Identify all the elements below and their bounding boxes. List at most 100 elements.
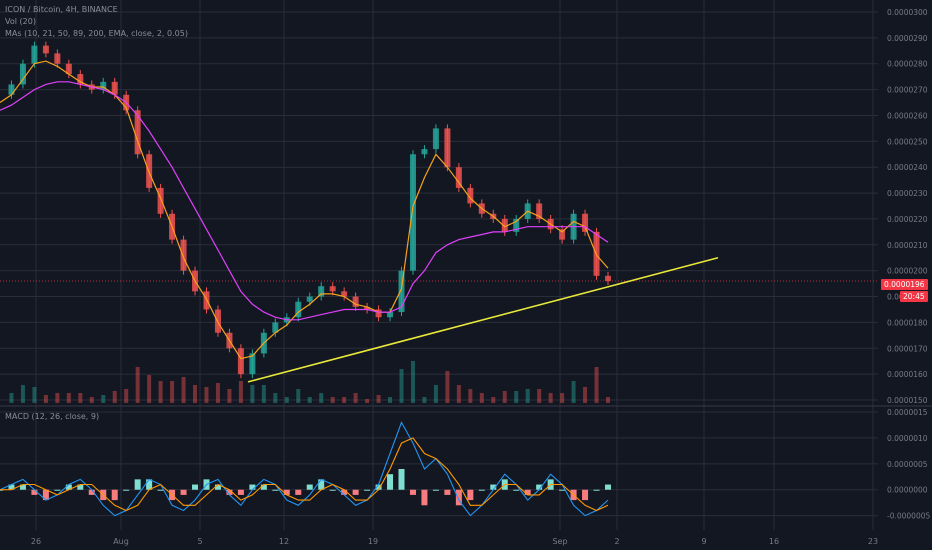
volume-bar [273,393,278,403]
volume-bar [342,397,347,403]
time-axis[interactable]: 26 Aug 5 12 19 Sep 2 9 16 23 [31,537,878,546]
volume-bar [456,385,461,403]
volume-bar [193,385,198,403]
price-tick-label: 0.0000160 [887,370,928,379]
price-tick-label: 0.0000150 [887,396,928,405]
time-tick-label: Aug [113,537,129,546]
volume-bar [571,381,576,403]
histogram-bar [593,489,600,491]
volume-bar [147,375,152,403]
histogram-bar [352,489,359,495]
histogram-bar [306,484,313,490]
volume-bar [89,397,94,403]
signal-line [0,437,609,512]
histogram-bar [42,489,49,501]
volume-bar [158,381,163,403]
price-tick-label: 0.0000200 [887,267,928,276]
histogram-bar [364,489,371,491]
signal-path [0,437,609,512]
symbol-title[interactable]: ICON / Bitcoin, 4H, BINANCE [5,5,118,14]
price-tick-label: 0.0000290 [887,34,928,43]
time-tick-label: 9 [701,537,706,546]
volume-bar [78,393,83,403]
histogram-bar [260,484,267,490]
volume-bar [170,381,175,403]
time-tick-label: 16 [769,537,779,546]
volume-bar [399,369,404,403]
trendline[interactable] [247,256,719,383]
last-price-badge: 0.0000196 [881,279,928,290]
histogram-bar [387,474,394,490]
price-series [8,41,611,379]
histogram-bar [490,484,497,490]
histogram-bar [409,489,416,495]
histogram-bar [249,484,256,490]
macd-tick-label: 0.0000015 [887,408,928,417]
histogram-bar [157,489,164,491]
histogram-bar [214,484,221,490]
macd-tick-label: 0.0000005 [887,460,928,469]
histogram-bar [467,489,474,501]
volume-bar [215,383,220,403]
histogram-bar [559,489,566,491]
volume-bar [388,397,393,403]
macd-line [0,421,609,517]
price-tick-label: 0.0000280 [887,60,928,69]
histogram-bar [54,489,61,491]
volume-legend[interactable]: Vol (20) [5,17,36,26]
volume-bar [296,389,301,403]
histogram-bar [398,469,405,490]
trendline-path [247,256,719,383]
histogram-bar [77,484,84,490]
volume-bar [135,367,140,403]
price-tick-label: 0.0000180 [887,318,928,327]
price-tick-label: 0.0000210 [887,241,928,250]
volume-bar [20,385,25,403]
countdown-badge: 20:45 [900,291,928,302]
histogram-bar [432,489,439,491]
histogram-bar [134,479,141,490]
macd-tick-label: 0.0000010 [887,434,928,443]
histogram-bar [65,484,72,490]
histogram-bar [513,489,520,491]
price-tick-label: 0.0000230 [887,189,928,198]
volume-bar [376,395,381,403]
price-tick-label: 0.0000300 [887,8,928,17]
volume-bar [606,397,610,403]
macd-tick-label: -0.0000005 [887,512,930,521]
histogram-bar [8,484,15,490]
time-tick-label: 23 [868,537,878,546]
histogram-bar [318,479,325,490]
histogram-bar [31,489,38,495]
histogram-bar [295,489,302,495]
histogram-bar [226,489,233,495]
macd-legend-label: MACD (12, 26, close, 9) [5,412,100,421]
volume-bar [560,393,565,403]
volume-bar [491,397,496,403]
histogram-bar [272,489,279,491]
volume-bar [284,397,289,403]
volume-bar [32,387,37,403]
macd-axis[interactable]: 0.0000015 0.0000010 0.0000005 0.0000000 -0.0… [887,408,930,521]
grid-lines [0,0,878,530]
price-tick-label: 0.0000170 [887,344,928,353]
macd-legend[interactable]: MACD (12, 26, close, 9) [5,411,99,423]
histogram-bar [111,489,118,501]
volume-bar [227,389,232,403]
histogram-bar [19,484,26,490]
volume-bar [238,381,243,403]
ma-legend[interactable]: MAs (10, 21, 50, 89, 200, EMA, close, 2,… [5,29,188,38]
price-tick-label: 0.0000250 [887,137,928,146]
histogram-bar [582,489,589,501]
volume-bar [583,387,588,403]
volume-bar [124,389,129,403]
time-tick-label: 19 [368,537,378,546]
histogram-bar [237,489,244,495]
histogram-bar [478,489,485,491]
histogram-bar [283,489,290,495]
ma-slow-path [0,81,609,321]
price-axis[interactable]: 0.0000300 0.0000290 0.0000280 0.0000270 0.00… [887,8,928,405]
main-legend: ICON / Bitcoin, 4H, BINANCE Vol (20) MAs… [5,4,188,40]
volume-bar [410,361,415,403]
